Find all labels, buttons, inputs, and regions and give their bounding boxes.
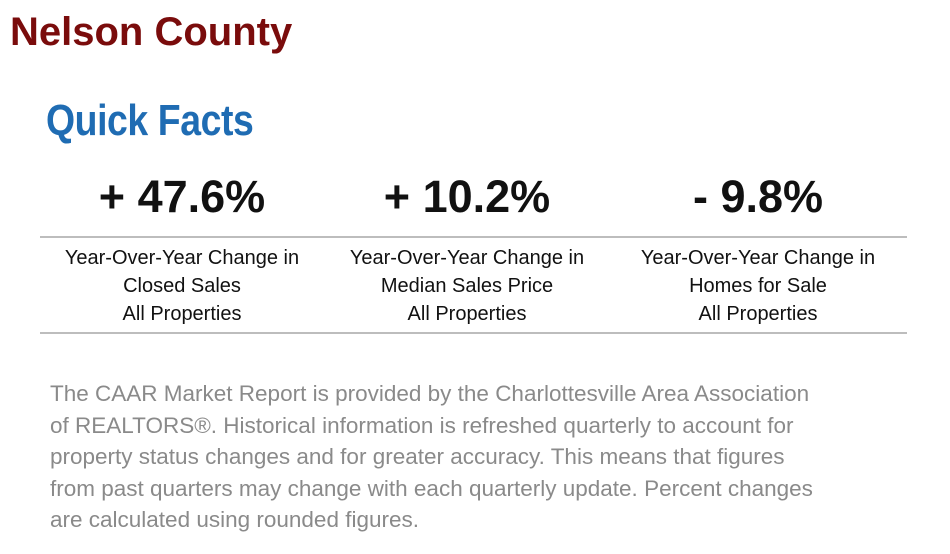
footer-note: The CAAR Market Report is provided by th…	[50, 378, 813, 536]
fact-value: - 9.8%	[692, 171, 824, 222]
fact-label-line: Closed Sales	[123, 275, 241, 297]
fact-label-line: All Properties	[407, 303, 527, 325]
footer-line: from past quarters may change with each …	[50, 475, 813, 501]
fact-card: + 47.6% Year-Over-Year Change in Closed Sa…	[37, 168, 327, 328]
footer-line: of REALTORS®. Historical information is …	[50, 412, 794, 438]
fact-card: - 9.8% Year-Over-Year Change in Homes for …	[613, 168, 903, 328]
divider	[40, 236, 907, 238]
fact-label-line: Year-Over-Year Change in	[640, 247, 876, 269]
fact-label-line: All Properties	[698, 303, 818, 325]
fact-label-line: Year-Over-Year Change in	[349, 247, 585, 269]
footer-line: are calculated using rounded figures.	[50, 507, 419, 532]
fact-card: + 10.2% Year-Over-Year Change in Median Sa…	[322, 168, 612, 328]
county-title: Nelson County	[10, 10, 293, 54]
footer-line: property status changes and for greater …	[50, 444, 785, 469]
divider	[40, 332, 907, 334]
footer-line: The CAAR Market Report is provided by th…	[50, 381, 810, 406]
section-title: Quick Facts	[46, 96, 254, 145]
fact-label: Year-Over-Year Change in Homes for Sale Al…	[613, 244, 903, 328]
fact-label-line: Median Sales Price	[380, 275, 554, 297]
fact-label: Year-Over-Year Change in Median Sales Pri…	[322, 244, 612, 328]
fact-label-line: All Properties	[122, 303, 242, 325]
fact-label: Year-Over-Year Change in Closed Sales All …	[37, 244, 327, 328]
fact-value: + 10.2%	[383, 171, 551, 222]
fact-label-line: Homes for Sale	[689, 275, 827, 297]
fact-value: + 47.6%	[98, 171, 266, 222]
fact-label-line: Year-Over-Year Change in	[64, 247, 300, 269]
